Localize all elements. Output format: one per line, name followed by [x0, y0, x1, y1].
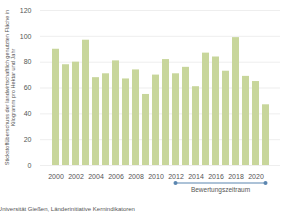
svg-text:2016: 2016: [208, 173, 224, 180]
svg-text:2014: 2014: [188, 173, 204, 180]
svg-text:0: 0: [28, 162, 32, 169]
svg-text:Stickstoffüberschuss der landw: Stickstoffüberschuss der landwirtschaftl…: [4, 10, 10, 165]
svg-text:2002: 2002: [68, 173, 84, 180]
svg-text:120: 120: [20, 7, 32, 14]
svg-text:2018: 2018: [228, 173, 244, 180]
svg-text:2010: 2010: [148, 173, 164, 180]
svg-text:2020: 2020: [248, 173, 264, 180]
svg-text:60: 60: [24, 84, 32, 91]
svg-text:40: 40: [24, 110, 32, 117]
svg-text:Kilogramm pro Hektar und Jahr: Kilogramm pro Hektar und Jahr: [10, 49, 16, 127]
svg-text:Bewertungszeitraum: Bewertungszeitraum: [191, 186, 250, 194]
svg-text:20: 20: [24, 136, 32, 143]
svg-text:Datenquelle: Justus-Liebig-Uni: Datenquelle: Justus-Liebig-Universität G…: [0, 206, 135, 212]
svg-text:2004: 2004: [88, 173, 104, 180]
svg-text:2012: 2012: [168, 173, 184, 180]
svg-text:2000: 2000: [48, 173, 64, 180]
svg-text:2006: 2006: [108, 173, 124, 180]
svg-text:80: 80: [24, 58, 32, 65]
svg-text:100: 100: [20, 33, 32, 40]
svg-text:2008: 2008: [128, 173, 144, 180]
